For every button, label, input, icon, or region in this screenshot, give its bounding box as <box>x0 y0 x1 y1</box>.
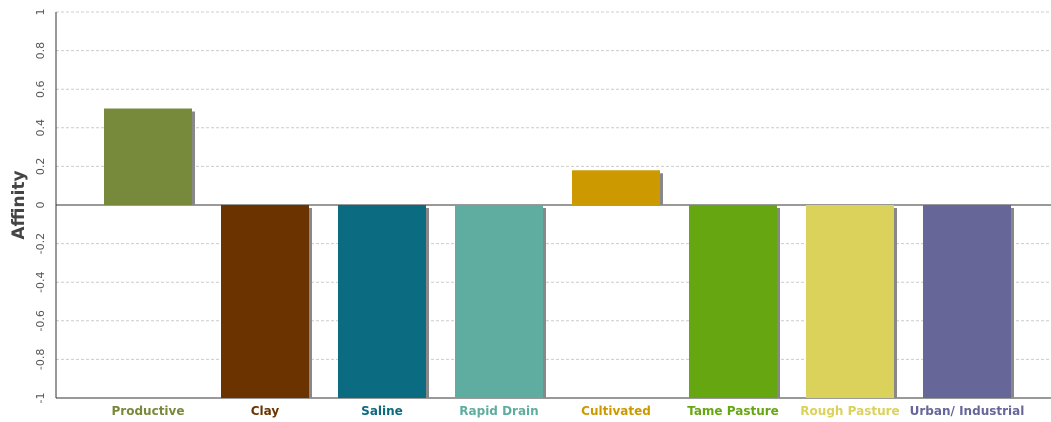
bar-clay[interactable] <box>221 205 309 398</box>
category-labels: Productive Clay Saline Rapid Drain Cultivate… <box>111 404 1024 418</box>
y-tick-label: -1 <box>34 393 47 404</box>
category-label: Tame Pasture <box>687 404 779 418</box>
y-tick-label: -0.4 <box>34 271 47 292</box>
y-tick-label: -0.2 <box>34 233 47 254</box>
grid-lines <box>55 11 1051 399</box>
y-tick-label: 1 <box>34 9 47 16</box>
bar-urban-industrial[interactable] <box>923 205 1011 398</box>
bar-productive[interactable] <box>104 108 192 206</box>
y-tick-label: 0.8 <box>34 42 47 60</box>
bar-tame-pasture[interactable] <box>689 205 777 398</box>
category-label: Cultivated <box>581 404 651 418</box>
bars <box>104 108 1014 398</box>
category-label: Rough Pasture <box>800 404 899 418</box>
y-tick-label: -0.6 <box>34 310 47 331</box>
y-tick-label: 0.4 <box>34 119 47 137</box>
bar-saline[interactable] <box>338 205 426 398</box>
bar-rapid-drain[interactable] <box>455 205 543 398</box>
category-label: Productive <box>111 404 184 418</box>
y-axis-title: Affinity <box>9 170 29 239</box>
bar-cultivated[interactable] <box>572 170 660 205</box>
y-tick-label: -0.8 <box>34 349 47 370</box>
category-label: Saline <box>361 404 403 418</box>
y-tick-labels: 1 0.8 0.6 0.4 0.2 0 -0.2 -0.4 -0.6 -0.8 -1 <box>34 9 47 404</box>
category-label: Clay <box>251 404 280 418</box>
category-label: Urban/ Industrial <box>910 404 1025 418</box>
y-tick-label: 0.2 <box>34 158 47 176</box>
y-tick-label: 0.6 <box>34 80 47 98</box>
bar-rough-pasture[interactable] <box>806 205 894 398</box>
y-tick-label: 0 <box>34 202 47 209</box>
category-label: Rapid Drain <box>459 404 538 418</box>
